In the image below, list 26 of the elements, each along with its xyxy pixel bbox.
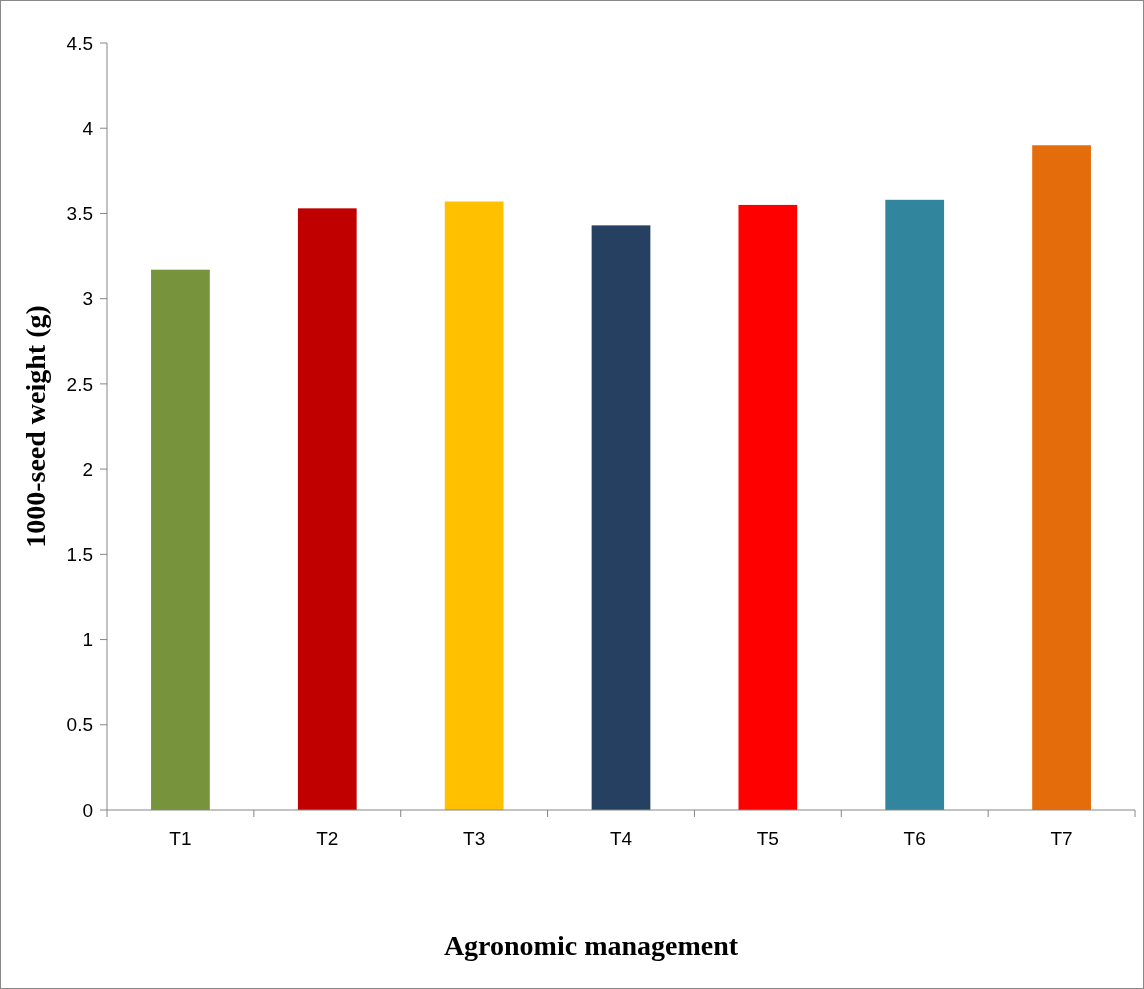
y-axis-title: 1000-seed weight (g) — [20, 305, 51, 548]
bar — [151, 269, 210, 810]
bar — [738, 204, 798, 810]
y-tick-label: 0 — [82, 799, 93, 821]
bar — [885, 199, 945, 810]
y-tick-label: 3.5 — [66, 203, 93, 225]
y-tick-label: 4.5 — [66, 32, 93, 54]
bar — [1032, 145, 1091, 810]
bar — [444, 201, 504, 810]
y-tick-label: 1 — [82, 629, 93, 651]
x-axis-title: Agronomic management — [443, 930, 739, 961]
x-tick-label: T7 — [1050, 828, 1073, 849]
y-tick-label: 0.5 — [66, 714, 93, 736]
x-tick-label: T1 — [169, 828, 192, 849]
y-tick-label: 1.5 — [66, 543, 93, 565]
x-tick-label: T6 — [903, 828, 926, 849]
y-tick-label: 2 — [82, 458, 93, 480]
bar — [297, 208, 357, 810]
x-tick-label: T4 — [609, 828, 633, 849]
y-tick-label: 2.5 — [66, 373, 93, 395]
x-tick-label: T5 — [756, 828, 779, 849]
bar — [591, 225, 651, 810]
x-tick-label: T3 — [463, 828, 486, 849]
y-tick-label: 3 — [82, 288, 93, 310]
y-tick-label: 4 — [82, 117, 94, 139]
x-tick-label: T2 — [316, 828, 339, 849]
